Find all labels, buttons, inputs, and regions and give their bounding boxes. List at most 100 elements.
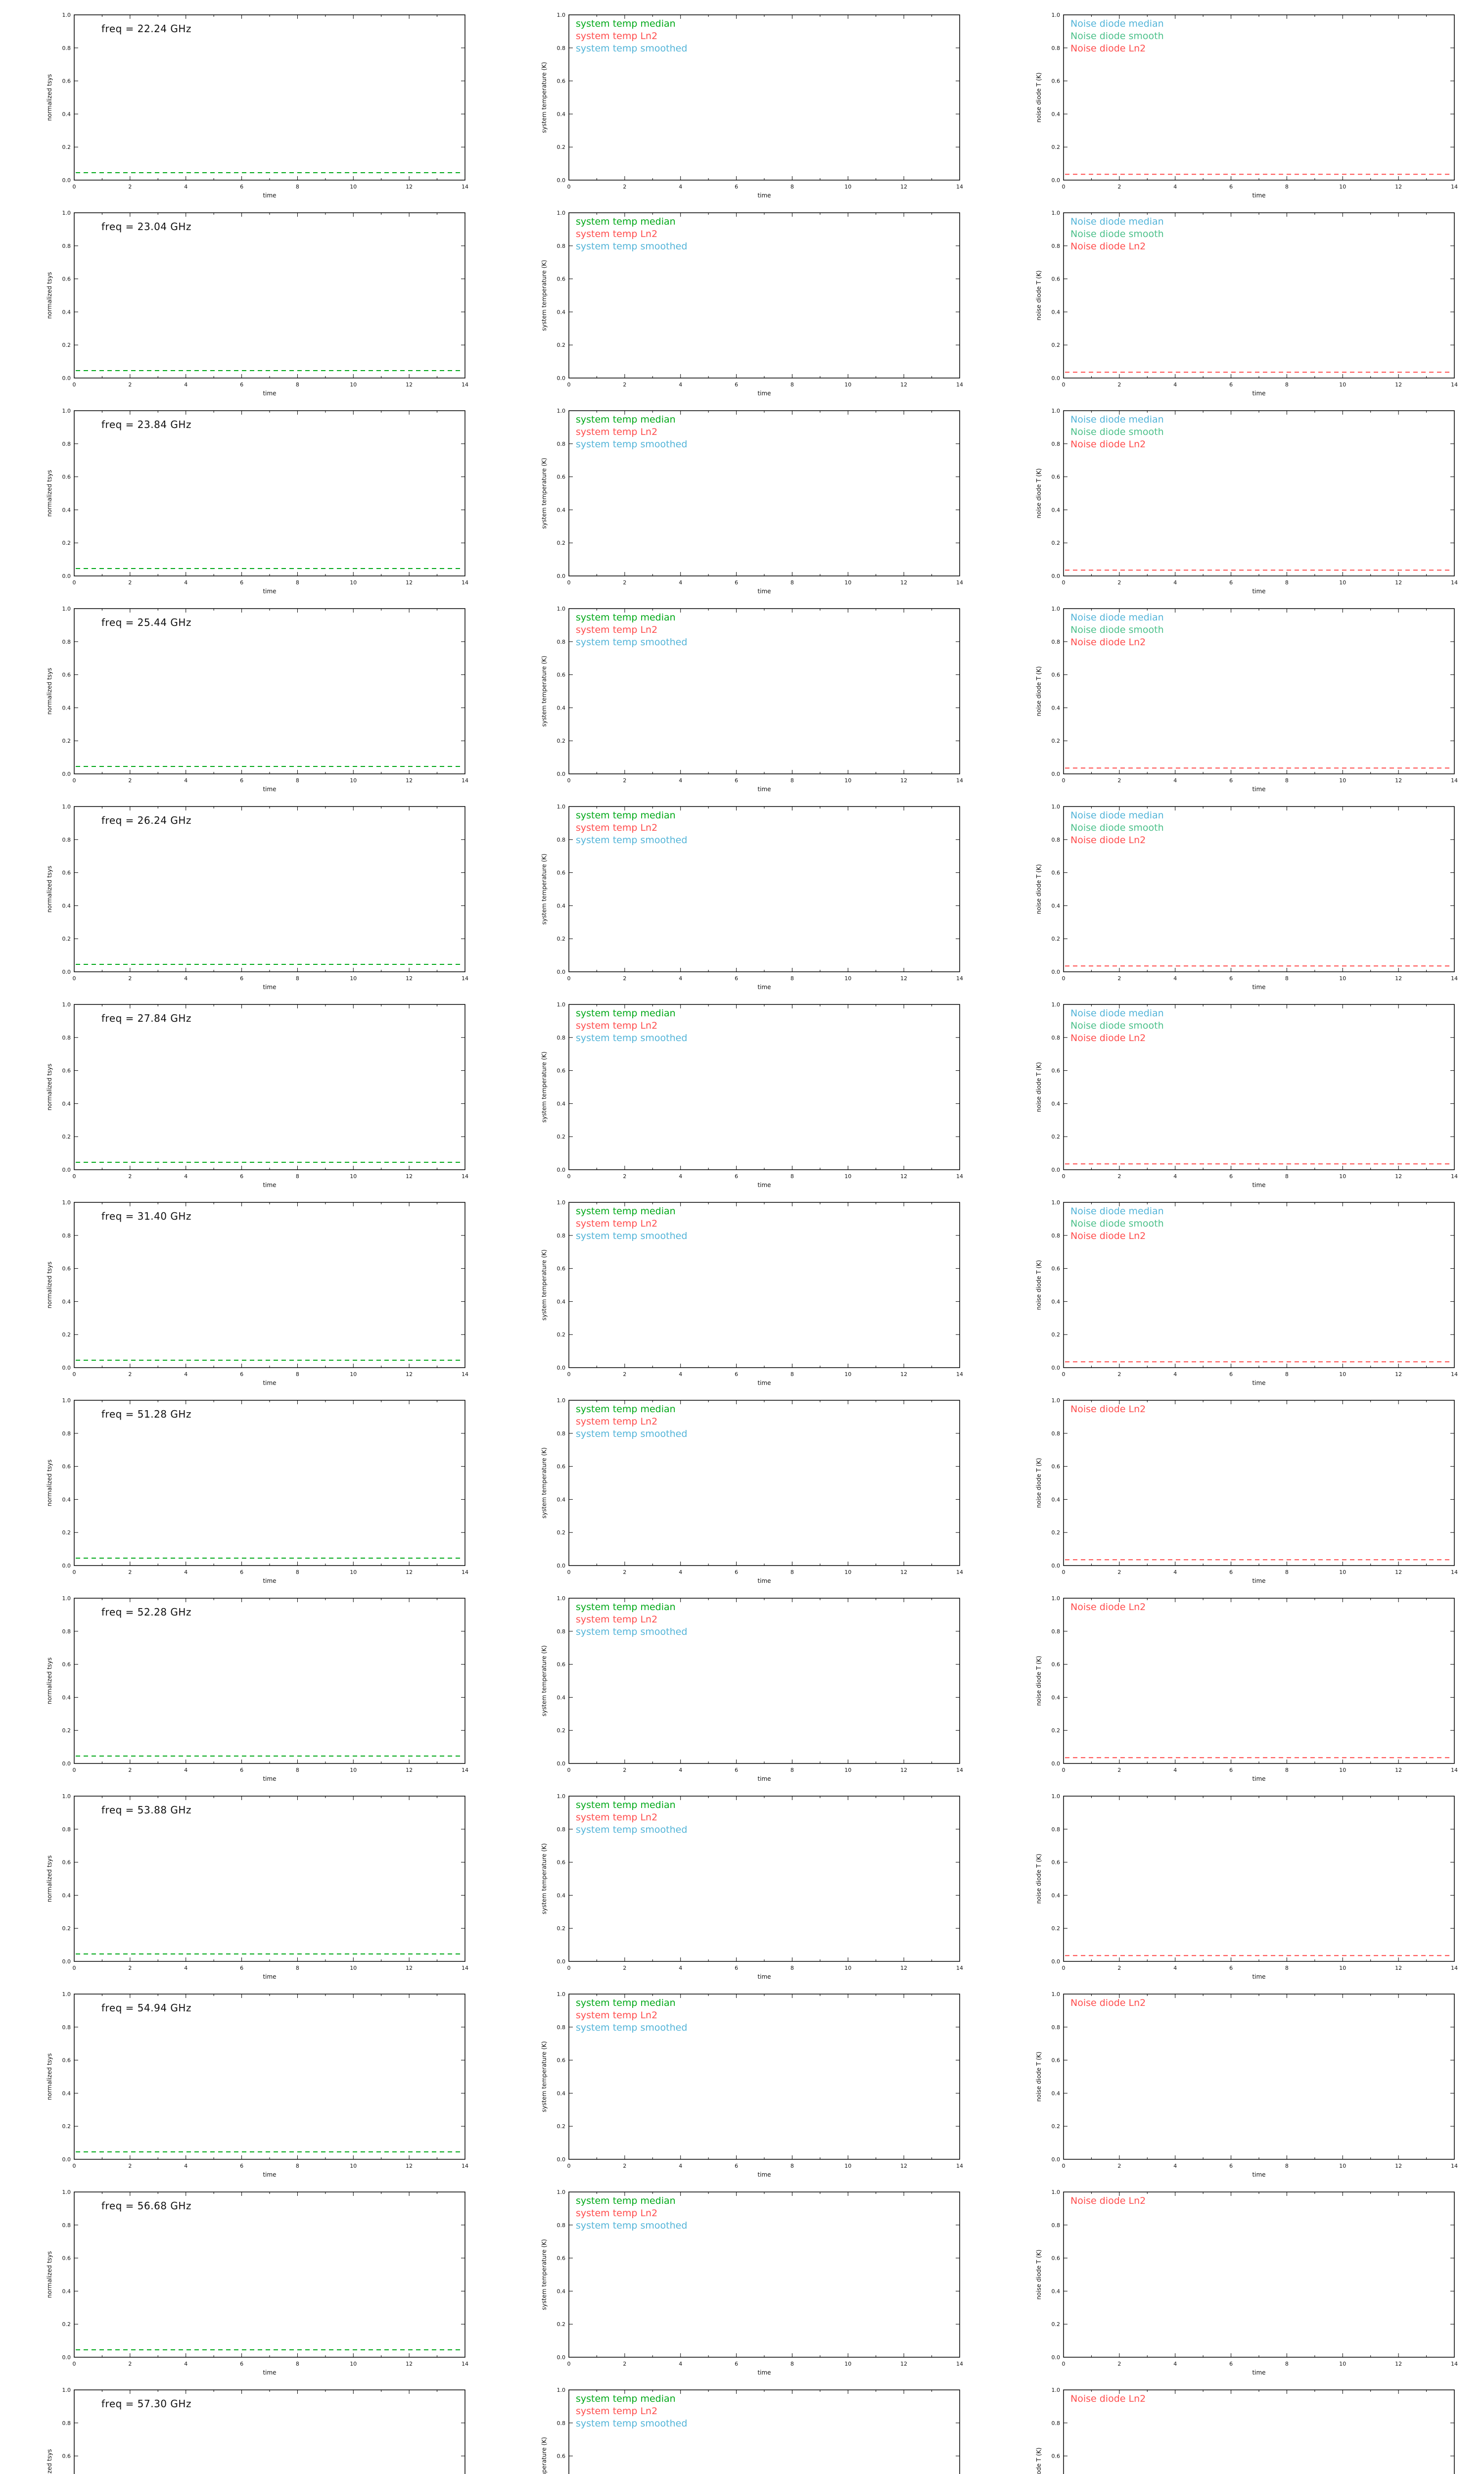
x-tick-label: 6 bbox=[1229, 1173, 1233, 1180]
y-tick-label: 0.4 bbox=[557, 111, 566, 117]
plot-frame bbox=[1063, 1400, 1455, 1566]
x-tick-label: 10 bbox=[1339, 381, 1346, 388]
x-tick-label: 12 bbox=[406, 777, 413, 784]
x-tick-label: 2 bbox=[1117, 1965, 1121, 1971]
axis-ticks bbox=[1063, 1796, 1455, 1962]
x-tick-label: 8 bbox=[1285, 1173, 1289, 1180]
y-tick-label: 0.4 bbox=[1052, 309, 1061, 315]
y-axis-label: normalized tsys bbox=[46, 2251, 53, 2298]
plot-frame bbox=[568, 1598, 960, 1764]
x-tick-label: 2 bbox=[623, 1371, 626, 1378]
y-tick-label: 0.6 bbox=[557, 1266, 566, 1272]
y-tick-label: 0.0 bbox=[62, 573, 71, 579]
y-axis-label: normalized tsys bbox=[46, 2449, 53, 2474]
y-tick-label: 0.2 bbox=[557, 1727, 566, 1734]
freq-label: freq = 56.68 GHz bbox=[101, 2200, 191, 2212]
y-tick-label: 1.0 bbox=[557, 408, 566, 414]
axis-ticks bbox=[74, 806, 465, 972]
plot-canvas: 0 2 4 6 8 10 12 14 0.0 0.2 0.4 0.6 0.8 1.0 normalized … bbox=[46, 2189, 468, 2375]
y-tick-label: 0.4 bbox=[62, 2090, 71, 2096]
x-tick-label: 12 bbox=[900, 2361, 907, 2367]
y-tick-label: 0.6 bbox=[557, 276, 566, 283]
plot-panel-r2-c2: 0 2 4 6 8 10 12 14 0.0 0.2 0.4 0.6 0.8 1.0 system temp… bbox=[495, 198, 989, 396]
plot-frame bbox=[1063, 410, 1455, 576]
x-tick-label: 8 bbox=[296, 579, 299, 586]
x-tick-label: 10 bbox=[350, 2361, 357, 2367]
y-tick-label: 0.4 bbox=[557, 1298, 566, 1305]
plot-panel-r6-c2: 0 2 4 6 8 10 12 14 0.0 0.2 0.4 0.6 0.8 1.0 system temp… bbox=[495, 990, 989, 1188]
y-tick-label: 0.4 bbox=[557, 309, 566, 315]
x-tick-label: 2 bbox=[128, 777, 132, 784]
y-tick-label: 0.6 bbox=[557, 1859, 566, 1866]
y-axis-label: noise diode T (K) bbox=[1035, 2249, 1042, 2299]
y-tick-label: 0.2 bbox=[1052, 936, 1061, 942]
y-tick-label: 0.0 bbox=[1052, 573, 1061, 579]
y-tick-label: 0.4 bbox=[557, 2288, 566, 2294]
legend-entry: Noise diode median bbox=[1070, 216, 1164, 227]
y-tick-label: 0.4 bbox=[1052, 903, 1061, 909]
y-tick-label: 0.4 bbox=[1052, 111, 1061, 117]
plot-canvas: 0 2 4 6 8 10 12 14 0.0 0.2 0.4 0.6 0.8 1.0 normalized … bbox=[46, 804, 468, 990]
y-tick-label: 0.6 bbox=[1052, 78, 1061, 85]
y-tick-label: 0.0 bbox=[62, 2354, 71, 2361]
y-tick-label: 0.8 bbox=[62, 1826, 71, 1833]
x-tick-label: 4 bbox=[1173, 1965, 1177, 1971]
x-tick-label: 10 bbox=[1339, 184, 1346, 190]
plot-canvas: 0 2 4 6 8 10 12 14 0.0 0.2 0.4 0.6 0.8 1.0 normalized … bbox=[46, 1595, 468, 1781]
x-tick-label: 2 bbox=[128, 1569, 132, 1575]
y-tick-label: 0.8 bbox=[557, 837, 566, 843]
y-axis-label: normalized tsys bbox=[46, 1262, 53, 1309]
plot-panel-r9-c1: 0 2 4 6 8 10 12 14 0.0 0.2 0.4 0.6 0.8 1.0 normalized … bbox=[0, 1583, 495, 1781]
axis-ticks bbox=[74, 1796, 465, 1962]
y-tick-label: 0.8 bbox=[557, 1826, 566, 1833]
x-tick-label: 10 bbox=[844, 381, 851, 388]
y-tick-label: 0.2 bbox=[1052, 2321, 1061, 2328]
y-tick-label: 0.2 bbox=[1052, 342, 1061, 348]
y-tick-label: 0.8 bbox=[557, 1628, 566, 1635]
x-tick-label: 4 bbox=[184, 1371, 187, 1378]
x-axis-label: time bbox=[1252, 1775, 1265, 1781]
x-tick-label: 10 bbox=[350, 1767, 357, 1773]
plot-canvas: 0 2 4 6 8 10 12 14 0.0 0.2 0.4 0.6 0.8 1.0 system temp… bbox=[541, 606, 963, 792]
x-axis-label: time bbox=[757, 2171, 771, 2177]
y-tick-label: 0.6 bbox=[62, 870, 71, 876]
x-tick-label: 10 bbox=[1339, 975, 1346, 982]
y-tick-label: 0.6 bbox=[1052, 474, 1061, 480]
legend-entry: system temp median bbox=[576, 1998, 676, 2008]
y-tick-label: 0.2 bbox=[62, 540, 71, 546]
legend: Noise diode median Noise diode smooth Nois… bbox=[1070, 216, 1164, 253]
x-tick-label: 6 bbox=[1229, 2163, 1233, 2169]
x-tick-label: 12 bbox=[900, 184, 907, 190]
y-tick-label: 0.0 bbox=[1052, 375, 1061, 381]
legend-entry: Noise diode median bbox=[1070, 810, 1164, 821]
y-axis-label: system temperature (K) bbox=[541, 1447, 548, 1519]
y-tick-label: 0.2 bbox=[557, 1332, 566, 1338]
y-tick-label: 1.0 bbox=[62, 1595, 71, 1602]
y-tick-label: 0.2 bbox=[62, 1332, 71, 1338]
x-tick-label: 2 bbox=[128, 2163, 132, 2169]
x-tick-label: 8 bbox=[1285, 184, 1289, 190]
plot-canvas: 0 2 4 6 8 10 12 14 0.0 0.2 0.4 0.6 0.8 1.0 system temp… bbox=[541, 408, 963, 594]
plot-panel-r1-c3: 0 2 4 6 8 10 12 14 0.0 0.2 0.4 0.6 0.8 1.0 noise diode… bbox=[989, 0, 1484, 198]
y-tick-label: 0.8 bbox=[1052, 1035, 1061, 1041]
plot-canvas: 0 2 4 6 8 10 12 14 0.0 0.2 0.4 0.6 0.8 1.0 noise diode… bbox=[1035, 1991, 1458, 2177]
x-tick-label: 2 bbox=[1117, 1371, 1121, 1378]
y-axis-label: normalized tsys bbox=[46, 74, 53, 121]
x-tick-label: 8 bbox=[296, 1569, 299, 1575]
axis-ticks bbox=[1063, 1004, 1455, 1170]
x-tick-label: 0 bbox=[567, 184, 571, 190]
x-tick-label: 6 bbox=[240, 1173, 243, 1180]
x-tick-label: 4 bbox=[679, 1173, 682, 1180]
x-tick-label: 12 bbox=[1395, 2163, 1402, 2169]
x-tick-label: 10 bbox=[350, 1569, 357, 1575]
plot-frame bbox=[74, 2191, 465, 2358]
y-tick-label: 0.0 bbox=[1052, 1958, 1061, 1965]
plot-panel-r8-c2: 0 2 4 6 8 10 12 14 0.0 0.2 0.4 0.6 0.8 1.0 system temp… bbox=[495, 1385, 989, 1583]
y-tick-label: 1.0 bbox=[1052, 210, 1061, 216]
axis-ticks bbox=[74, 1202, 465, 1368]
plot-panel-r13-c1: 024681012140.00.20.40.60.81.0normalized … bbox=[0, 2375, 495, 2474]
y-tick-label: 1.0 bbox=[557, 1793, 566, 1800]
y-tick-label: 0.8 bbox=[557, 1035, 566, 1041]
legend-entry: system temp Ln2 bbox=[576, 822, 658, 833]
x-axis-label: time bbox=[1252, 588, 1265, 594]
